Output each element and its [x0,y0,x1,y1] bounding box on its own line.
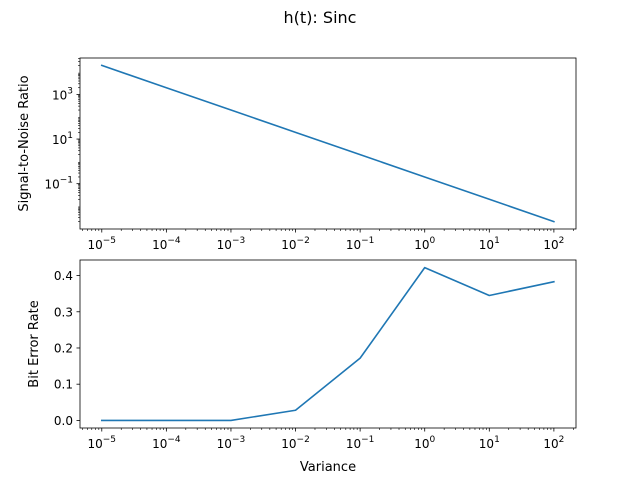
x-tick-label: 100 [414,435,435,451]
x-tick-label: 10−2 [281,236,310,252]
x-tick-label: 10−5 [87,435,116,451]
y-tick-label: 0.0 [54,414,73,428]
y-tick-label: 101 [52,131,73,147]
ber-subplot: 10−5 10−4 10−3 10−2 10−1 100 101 102 0.0 0.1 0.2 0.… [27,259,577,475]
x-tick-label: 10−1 [346,236,375,252]
x-tick-label: 102 [543,236,564,252]
x-tick-label: 10−5 [87,236,116,252]
plot-frame [79,57,577,230]
series-line [100,266,555,422]
x-tick-label: 10−4 [152,236,181,252]
x-tick-label: 102 [543,435,564,451]
y-tick-label: 0.3 [54,305,73,319]
y-tick-label: 103 [52,86,73,102]
series-line [100,64,555,223]
x-tick-label: 10−4 [152,435,181,451]
x-tick-label: 101 [479,435,500,451]
figure-title: h(t): Sinc [284,8,357,27]
plot-frame [79,259,577,429]
y-axis-label: Signal-to-Noise Ratio [17,75,32,211]
x-tick-label: 100 [414,236,435,252]
x-tick-label: 10−3 [217,236,246,252]
y-tick-label: 0.4 [54,269,73,283]
y-tick-label: 0.2 [54,341,73,355]
x-axis-label: Variance [300,460,356,475]
x-tick-label: 10−1 [346,435,375,451]
y-axis-label: Bit Error Rate [27,300,42,387]
x-tick-label: 10−3 [217,435,246,451]
y-tick-label: 0.1 [54,378,73,392]
y-tick-label: 10−1 [44,176,73,192]
x-tick-label: 10−2 [281,435,310,451]
x-tick-label: 101 [479,236,500,252]
snr-subplot: 10−5 10−4 10−3 10−2 10−1 100 101 102 103 101 10−1 S… [17,57,577,252]
